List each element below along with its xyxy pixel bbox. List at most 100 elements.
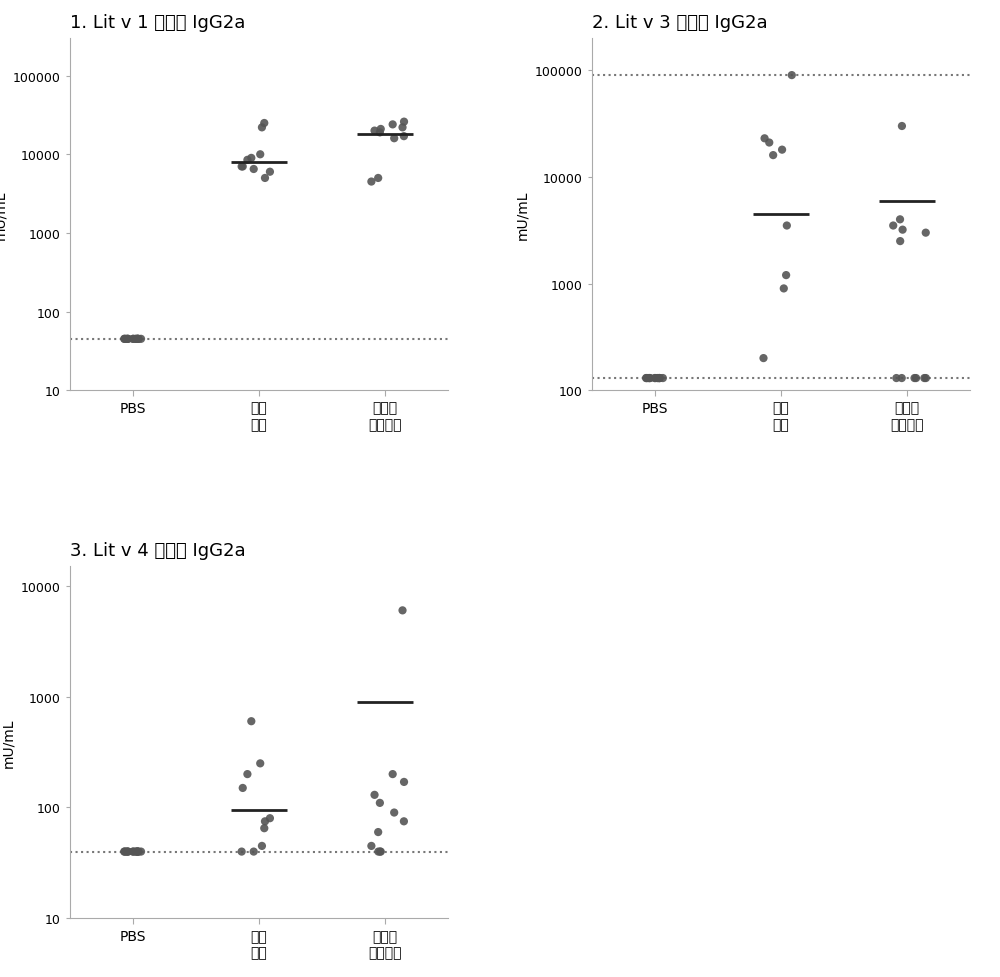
Point	[894, 119, 910, 135]
Point	[363, 175, 379, 191]
Point	[367, 787, 383, 803]
Point	[373, 122, 389, 138]
Point	[118, 844, 134, 860]
Point	[894, 371, 910, 387]
Point	[396, 114, 412, 130]
Point	[127, 844, 143, 860]
Point	[118, 331, 134, 347]
Point	[888, 371, 904, 387]
Point	[370, 844, 386, 860]
Point	[131, 844, 147, 860]
Point	[116, 844, 132, 860]
Y-axis label: mU/mL: mU/mL	[2, 718, 16, 767]
Point	[125, 844, 141, 860]
Point	[120, 844, 136, 860]
Point	[907, 371, 923, 387]
Point	[246, 844, 262, 860]
Point	[641, 371, 657, 387]
Point	[257, 814, 273, 829]
Point	[647, 371, 663, 387]
Point	[385, 117, 401, 133]
Point	[918, 226, 934, 241]
Point	[120, 331, 136, 347]
Point	[256, 821, 272, 836]
Point	[235, 159, 251, 175]
Point	[642, 371, 658, 387]
Point	[127, 331, 143, 347]
Point	[774, 143, 790, 158]
Point	[235, 781, 251, 796]
Point	[129, 844, 145, 860]
Point	[234, 844, 250, 860]
Point	[755, 351, 771, 366]
Point	[117, 844, 133, 860]
Point	[651, 371, 667, 387]
Point	[396, 129, 412, 145]
Point	[892, 212, 908, 228]
Point	[252, 148, 268, 163]
Point	[385, 767, 401, 783]
Point	[257, 171, 273, 187]
Point	[647, 371, 663, 387]
Y-axis label: mU/mL: mU/mL	[0, 191, 8, 239]
Point	[757, 131, 773, 147]
Point	[120, 331, 136, 347]
Point	[396, 814, 412, 829]
Point	[239, 152, 255, 168]
Point	[386, 805, 402, 821]
Point	[252, 756, 268, 772]
Point	[395, 603, 411, 618]
Point	[125, 844, 141, 860]
Point	[243, 150, 259, 166]
Point	[128, 844, 144, 860]
Point	[262, 811, 278, 827]
Point	[125, 331, 141, 347]
Point	[638, 371, 654, 387]
Point	[125, 331, 141, 347]
Point	[119, 331, 135, 347]
Point	[372, 125, 388, 141]
Point	[370, 825, 386, 840]
Point	[386, 131, 402, 147]
Point	[130, 331, 146, 347]
Point	[892, 234, 908, 250]
Y-axis label: mU/mL: mU/mL	[515, 191, 529, 239]
Text: 1. Lit v 1 特异性 IgG2a: 1. Lit v 1 特异性 IgG2a	[70, 14, 245, 32]
Point	[117, 331, 133, 347]
Point	[650, 371, 666, 387]
Point	[262, 165, 278, 181]
Point	[130, 844, 146, 860]
Point	[640, 371, 656, 387]
Point	[885, 219, 901, 234]
Point	[254, 120, 270, 136]
Point	[395, 120, 411, 136]
Point	[234, 159, 250, 175]
Point	[918, 371, 934, 387]
Point	[131, 331, 147, 347]
Point	[784, 68, 800, 84]
Point	[119, 844, 135, 860]
Text: 2. Lit v 3 特异性 IgG2a: 2. Lit v 3 特异性 IgG2a	[592, 14, 767, 32]
Point	[373, 844, 389, 860]
Point	[642, 371, 658, 387]
Point	[372, 844, 388, 860]
Point	[651, 371, 667, 387]
Point	[779, 219, 795, 234]
Point	[776, 281, 792, 297]
Point	[655, 371, 671, 387]
Point	[396, 775, 412, 790]
Point	[128, 331, 144, 347]
Point	[916, 371, 932, 387]
Point	[246, 162, 262, 178]
Point	[116, 331, 132, 347]
Point	[638, 371, 654, 387]
Point	[363, 838, 379, 854]
Point	[895, 223, 911, 238]
Point	[120, 844, 136, 860]
Point	[908, 371, 924, 387]
Point	[652, 371, 668, 387]
Point	[133, 331, 149, 347]
Point	[130, 844, 146, 860]
Point	[254, 838, 270, 854]
Point	[372, 795, 388, 811]
